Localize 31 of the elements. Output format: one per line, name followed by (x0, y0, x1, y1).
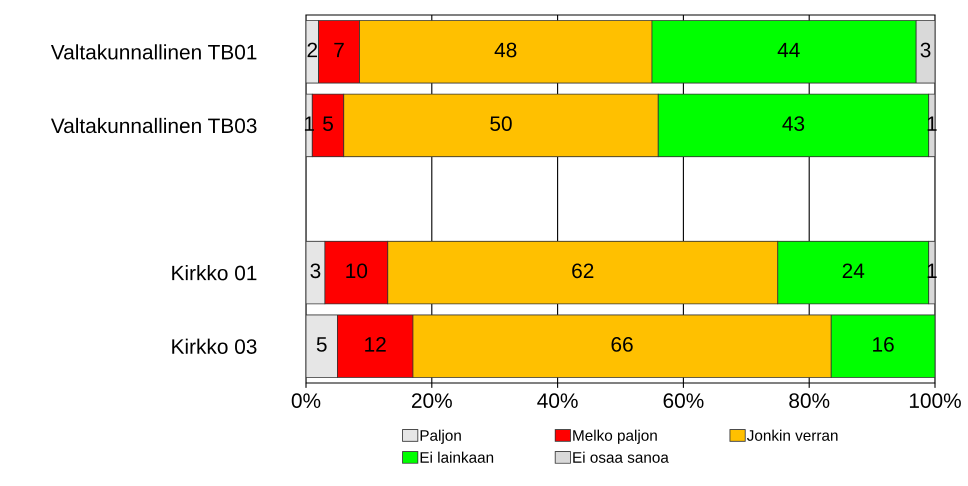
annotation: 50 (490, 116, 512, 131)
legend-label: Melko paljon (573, 430, 657, 444)
x-tick-label: 20% (412, 393, 452, 408)
annotation: 12 (365, 337, 386, 352)
annotation: 44 (778, 42, 800, 58)
annotation: 2 (308, 42, 318, 58)
y-tick-label: Valtakunnallinen TB01 (50, 44, 256, 60)
x-tick-label: 0% (292, 393, 320, 408)
annotation: 16 (873, 337, 894, 352)
legend-label: Paljon (420, 430, 461, 444)
annotation: 62 (572, 263, 594, 278)
y-tick-label: Kirkko 01 (172, 265, 256, 280)
legend-label: Ei osaa sanoa (573, 452, 669, 463)
annotation: 7 (334, 42, 344, 58)
x-tick-label: 100% (910, 393, 961, 408)
annotation: 43 (782, 116, 804, 131)
annotation: 3 (920, 42, 930, 58)
y-tick-label: Kirkko 03 (172, 338, 256, 354)
x-tick-label: 40% (537, 393, 578, 408)
x-tick-label: 80% (789, 393, 830, 408)
annotation: 66 (612, 337, 633, 352)
annotation: 10 (346, 263, 368, 278)
legend-label: Jonkin verran (746, 430, 838, 441)
annotation: 24 (842, 263, 864, 278)
annotation: 5 (316, 337, 327, 352)
annotation: 3 (310, 263, 320, 278)
x-tick-label: 60% (664, 393, 704, 408)
y-tick-label: Valtakunnallinen TB03 (50, 118, 256, 134)
annotation: 48 (494, 42, 516, 58)
annotation: 5 (323, 116, 333, 131)
legend-label: Ei lainkaan (420, 452, 494, 463)
